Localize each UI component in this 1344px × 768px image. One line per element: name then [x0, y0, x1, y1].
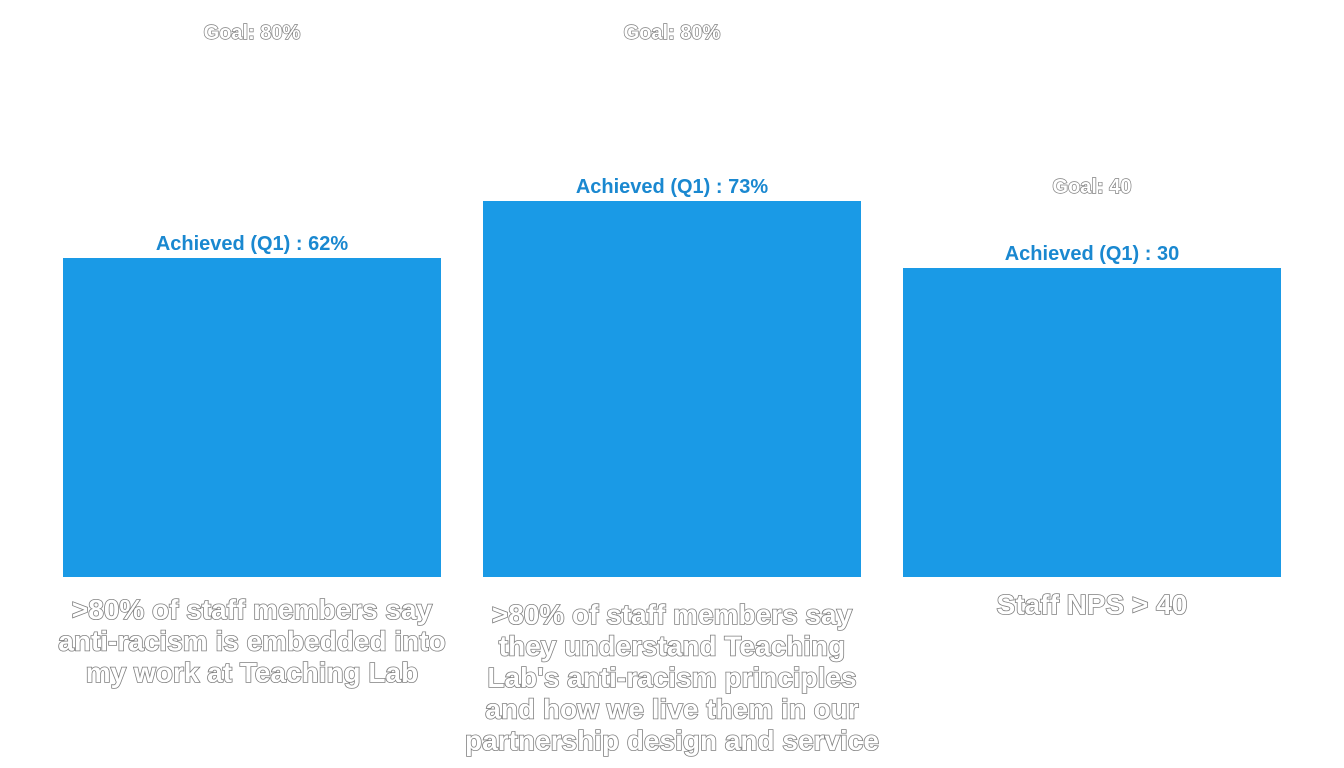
category-label-line: anti-racism is embedded into	[58, 626, 445, 657]
category-label-line: >80% of staff members say	[72, 594, 433, 625]
category-label-line: Lab's anti-racism principles	[487, 662, 856, 693]
category-label-line: Staff NPS > 40	[997, 589, 1188, 620]
achieved-label-2: Achieved (Q1) : 73%	[576, 176, 769, 198]
achieved-label-3: Achieved (Q1) : 30	[1005, 243, 1180, 265]
category-label-1: >80% of staff members say anti-racism is …	[58, 594, 445, 688]
bars-layer	[63, 201, 1281, 577]
bar-3	[903, 268, 1281, 577]
bar-2	[483, 201, 861, 577]
goal-label-1: Goal: 80%	[204, 22, 301, 44]
goal-label-2: Goal: 80%	[624, 22, 721, 44]
category-label-line: partnership design and service	[465, 725, 879, 756]
category-label-line: they understand Teaching	[499, 631, 845, 662]
bar-1	[63, 258, 441, 577]
category-label-2: >80% of staff members say they understand…	[465, 599, 879, 756]
category-label-line: >80% of staff members say	[492, 599, 853, 630]
category-label-3: Staff NPS > 40	[997, 589, 1188, 620]
achieved-label-1: Achieved (Q1) : 62%	[156, 233, 349, 255]
category-label-line: and how we live them in our	[485, 694, 858, 725]
category-label-line: my work at Teaching Lab	[86, 657, 418, 688]
goal-label-3: Goal: 40	[1053, 176, 1132, 198]
labels-layer: Achieved (Q1) : 62% Goal: 80% >80% of staf…	[57, 21, 1188, 757]
